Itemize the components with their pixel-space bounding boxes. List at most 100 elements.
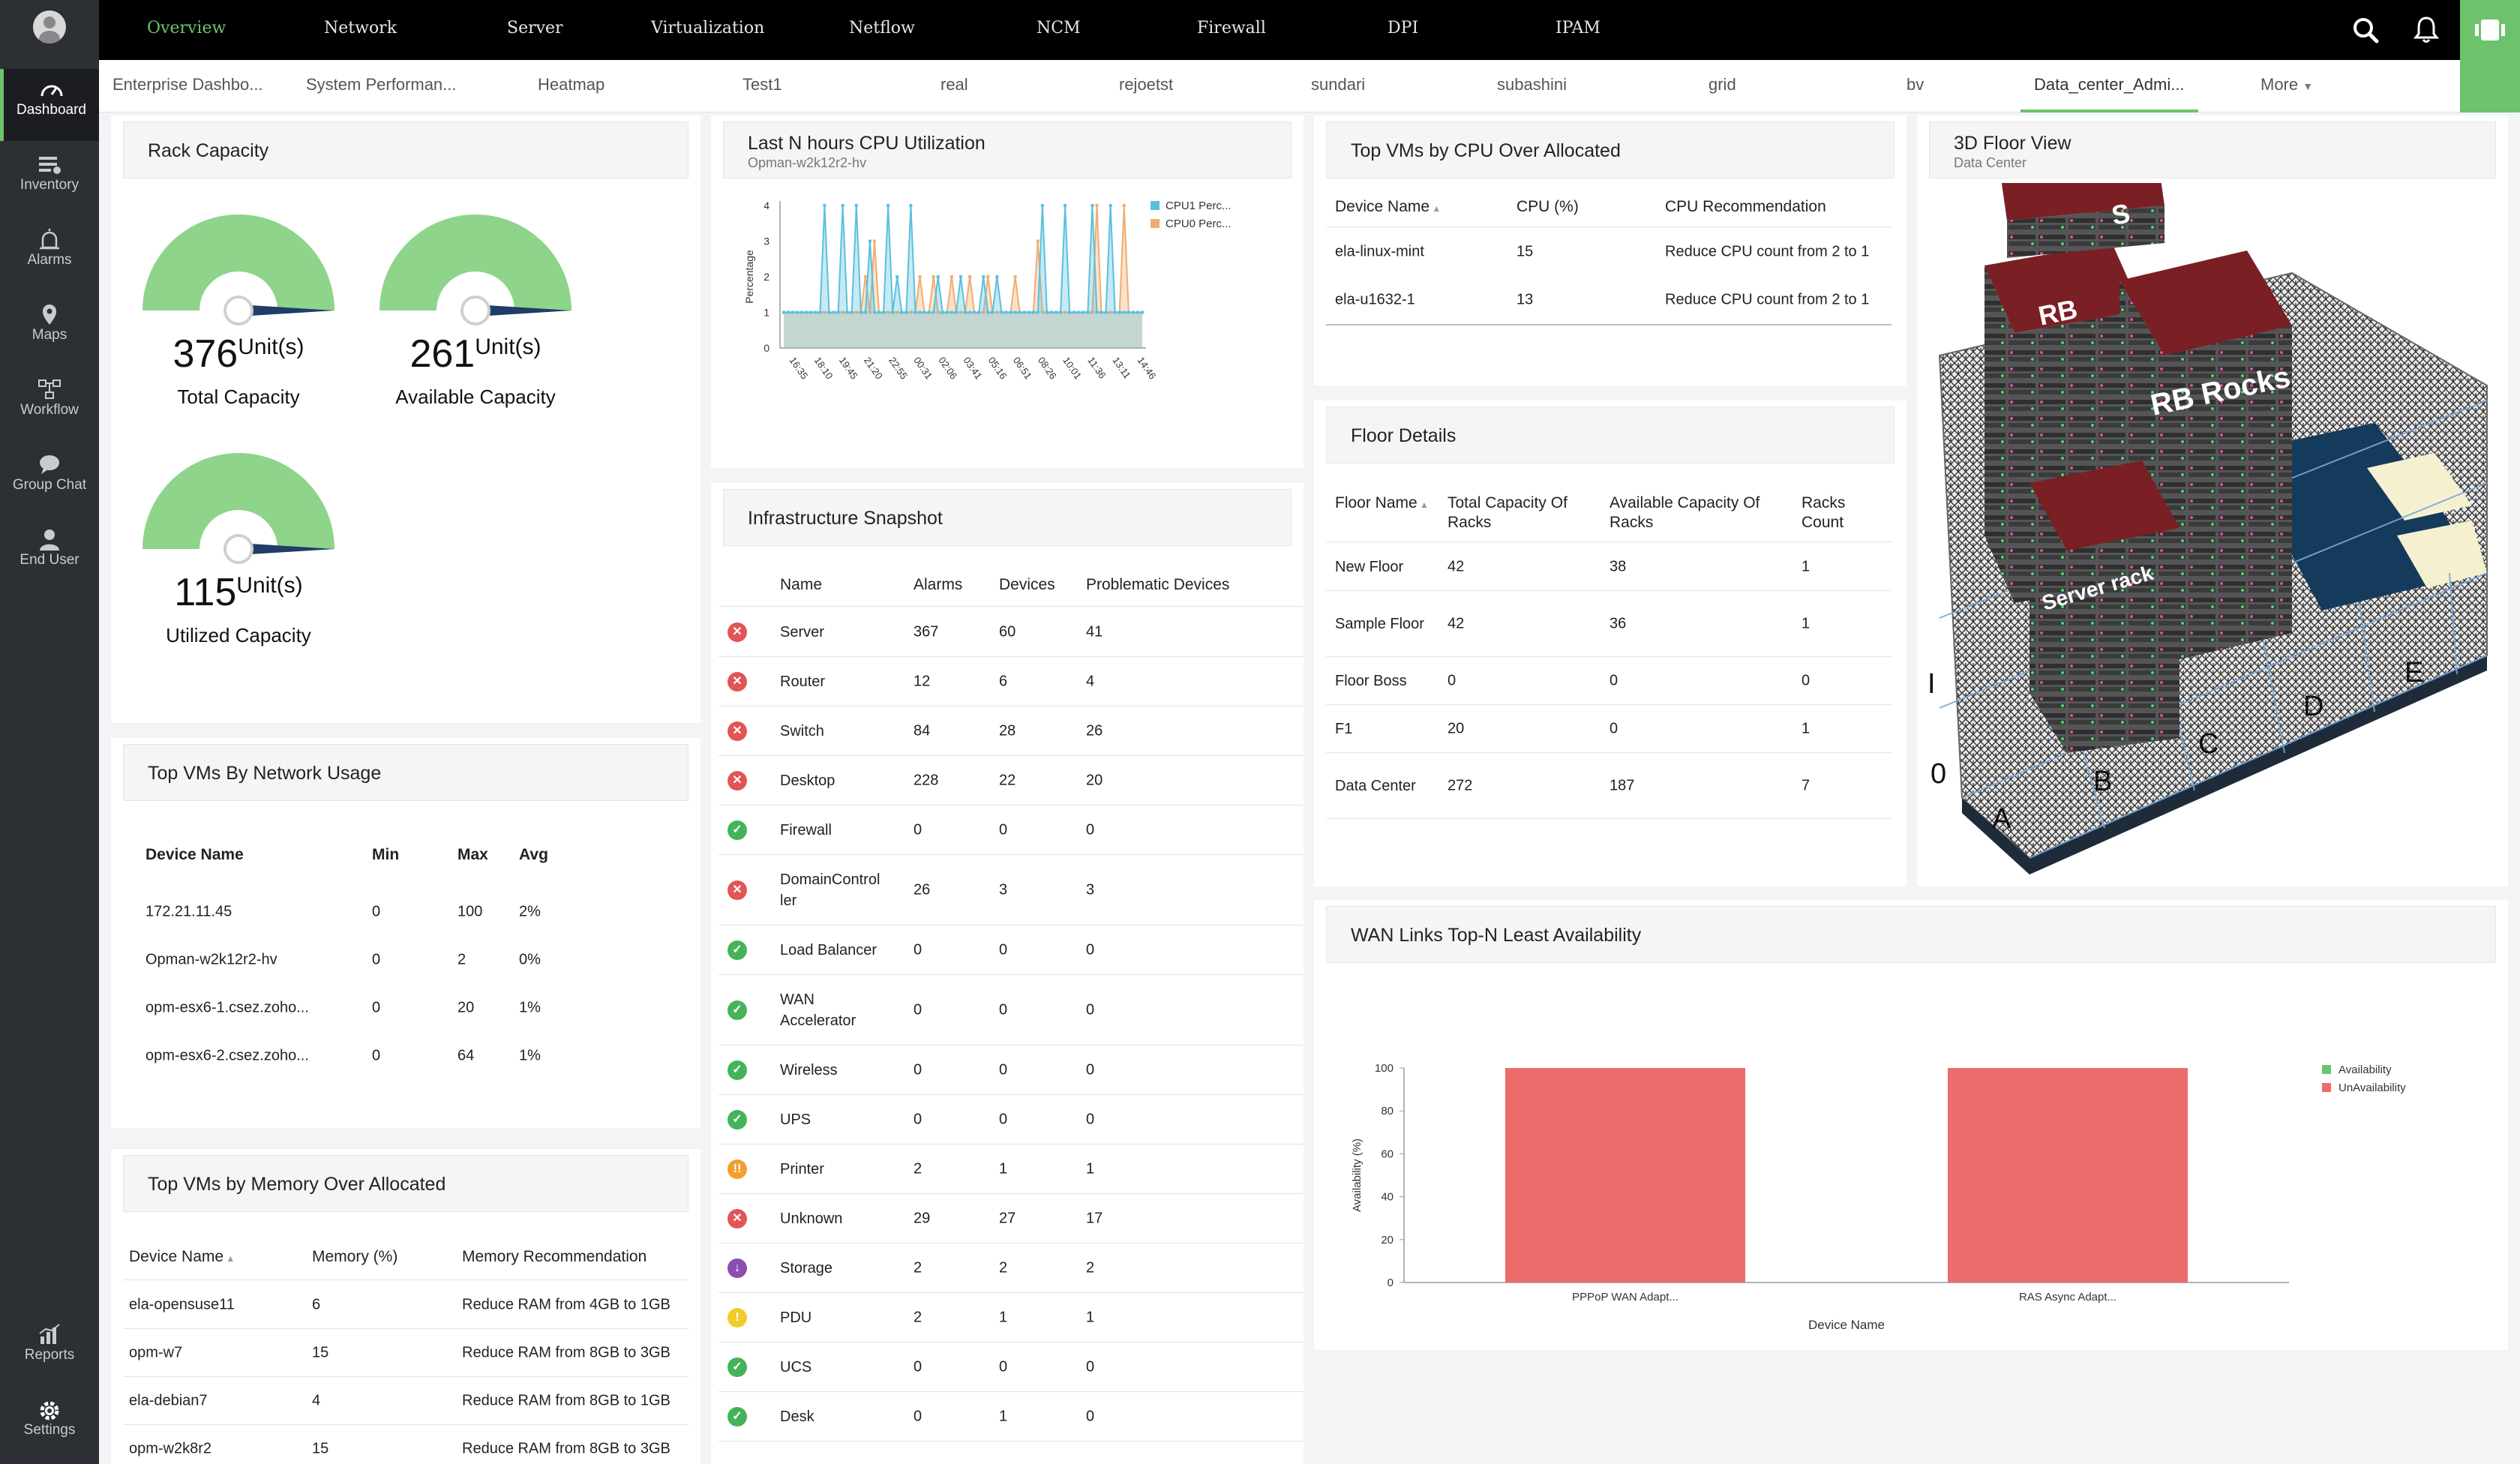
sort-icon[interactable]: ▲ xyxy=(224,1253,236,1264)
data-point[interactable] xyxy=(832,310,836,314)
data-point[interactable] xyxy=(958,310,962,314)
data-point[interactable] xyxy=(1108,204,1112,207)
data-point[interactable] xyxy=(859,310,862,314)
data-point[interactable] xyxy=(845,310,849,314)
data-point[interactable] xyxy=(863,310,867,314)
data-point[interactable] xyxy=(927,310,931,314)
data-point[interactable] xyxy=(1004,310,1008,314)
data-point[interactable] xyxy=(1104,310,1108,314)
data-point[interactable] xyxy=(909,204,913,207)
dashboard-tab-rejoetst[interactable]: rejoetst xyxy=(1119,75,1174,94)
data-point[interactable] xyxy=(868,239,872,243)
data-point[interactable] xyxy=(896,275,899,278)
column-header-available-capacity-of-racks[interactable]: Available Capacity Of Racks xyxy=(1610,494,1782,532)
dashboard-tab-subashini[interactable]: subashini xyxy=(1497,75,1567,94)
dashboard-tab-system-performan[interactable]: System Performan... xyxy=(306,75,457,94)
data-point[interactable] xyxy=(1009,310,1012,314)
data-point[interactable] xyxy=(891,310,895,314)
data-point[interactable] xyxy=(1040,310,1044,314)
data-point[interactable] xyxy=(1077,310,1081,314)
nav-tab-virtualization[interactable]: Virtualization xyxy=(651,19,765,38)
data-point[interactable] xyxy=(1095,310,1099,314)
data-point[interactable] xyxy=(964,310,968,314)
table-row[interactable]: ✕ Router 12 6 4 xyxy=(711,657,1304,706)
column-header-name[interactable]: Name xyxy=(780,576,822,594)
data-point[interactable] xyxy=(1122,204,1126,207)
data-point[interactable] xyxy=(909,310,913,314)
data-point[interactable] xyxy=(787,310,790,314)
data-point[interactable] xyxy=(836,310,840,314)
sort-icon[interactable]: ▲ xyxy=(1417,500,1429,510)
data-point[interactable] xyxy=(1082,310,1085,314)
data-point[interactable] xyxy=(805,310,808,314)
data-point[interactable] xyxy=(1122,310,1126,314)
data-point[interactable] xyxy=(968,310,972,314)
data-point[interactable] xyxy=(1064,204,1067,207)
data-point[interactable] xyxy=(900,310,904,314)
sidebar-item-inventory[interactable]: Inventory xyxy=(0,144,99,216)
data-point[interactable] xyxy=(986,310,990,314)
data-point[interactable] xyxy=(1090,204,1094,207)
rack-s[interactable] xyxy=(2000,183,2164,258)
table-row[interactable]: opm-w7 15 Reduce RAM from 8GB to 3GB xyxy=(111,1329,700,1377)
dashboard-tab-enterprise-dashbo[interactable]: Enterprise Dashbo... xyxy=(112,75,263,94)
data-point[interactable] xyxy=(1013,310,1017,314)
data-point[interactable] xyxy=(1022,310,1026,314)
sidebar-item-workflow[interactable]: Workflow xyxy=(0,369,99,441)
notification-bell-icon[interactable] xyxy=(2411,15,2441,49)
table-row[interactable]: ela-opensuse11 6 Reduce RAM from 4GB to 1G… xyxy=(111,1281,700,1329)
data-point[interactable] xyxy=(995,310,999,314)
data-point[interactable] xyxy=(1031,310,1035,314)
dashboard-tab-sundari[interactable]: sundari xyxy=(1311,75,1366,94)
sidebar-item-end-user[interactable]: End User xyxy=(0,519,99,591)
data-point[interactable] xyxy=(841,204,844,207)
table-row[interactable]: ✕ Server 367 60 41 xyxy=(711,608,1304,657)
nav-tab-ipam[interactable]: IPAM xyxy=(1556,19,1600,38)
bar-unavailability[interactable] xyxy=(1948,1068,2188,1282)
data-point[interactable] xyxy=(1100,310,1103,314)
table-row[interactable]: ✕ Desktop 228 22 20 xyxy=(711,756,1304,806)
data-point[interactable] xyxy=(991,310,994,314)
data-point[interactable] xyxy=(878,310,881,314)
data-point[interactable] xyxy=(918,310,922,314)
dashboard-tab-real[interactable]: real xyxy=(940,75,968,94)
table-row[interactable]: ✕ Switch 84 28 26 xyxy=(711,706,1304,756)
data-point[interactable] xyxy=(1036,239,1040,243)
table-row[interactable]: ✕ Unknown 29 27 17 xyxy=(711,1194,1304,1244)
data-point[interactable] xyxy=(827,310,831,314)
data-point[interactable] xyxy=(863,275,867,278)
data-point[interactable] xyxy=(932,275,935,278)
column-header-devices[interactable]: Devices xyxy=(999,576,1055,594)
data-point[interactable] xyxy=(868,310,872,314)
data-point[interactable] xyxy=(968,275,972,278)
dashboard-tab-heatmap[interactable]: Heatmap xyxy=(538,75,605,94)
table-row[interactable]: ✓ Load Balancer 0 0 0 xyxy=(711,926,1304,975)
table-row[interactable]: ! PDU 2 1 1 xyxy=(711,1293,1304,1342)
table-row[interactable]: ✓ Firewall 0 0 0 xyxy=(711,806,1304,855)
data-point[interactable] xyxy=(886,310,890,314)
dashboard-tab-bv[interactable]: bv xyxy=(1906,75,1924,94)
column-header-cpu-recommendation[interactable]: CPU Recommendation xyxy=(1665,198,1826,216)
data-point[interactable] xyxy=(914,310,917,314)
table-row[interactable]: ela-u1632-1 13 Reduce CPU count from 2 to … xyxy=(1314,276,1906,324)
table-row[interactable]: opm-esx6-2.csez.zoho... 0 64 1% xyxy=(111,1032,700,1080)
data-point[interactable] xyxy=(1036,310,1040,314)
data-point[interactable] xyxy=(896,310,899,314)
table-row[interactable]: Data Center 272 187 7 xyxy=(1314,753,1906,819)
table-row[interactable]: opm-esx6-1.csez.zoho... 0 20 1% xyxy=(111,984,700,1032)
sidebar-item-dashboard[interactable]: Dashboard xyxy=(0,69,99,141)
data-point[interactable] xyxy=(1141,310,1144,314)
rack-server-rack[interactable] xyxy=(2030,460,2180,753)
data-point[interactable] xyxy=(1000,310,1004,314)
table-row[interactable]: ↓ Storage 2 2 2 xyxy=(711,1244,1304,1293)
column-header-avg[interactable]: Avg xyxy=(519,846,548,864)
legend-label[interactable]: CPU0 Perc... xyxy=(1166,218,1232,230)
column-header-device-name[interactable]: Device Name ▲ xyxy=(129,1248,235,1266)
data-point[interactable] xyxy=(1027,310,1030,314)
data-point[interactable] xyxy=(1136,310,1139,314)
data-point[interactable] xyxy=(1054,310,1058,314)
data-point[interactable] xyxy=(1095,204,1099,207)
data-point[interactable] xyxy=(936,275,940,278)
data-point[interactable] xyxy=(782,310,785,314)
column-header-memory-recommendation[interactable]: Memory Recommendation xyxy=(462,1248,646,1266)
